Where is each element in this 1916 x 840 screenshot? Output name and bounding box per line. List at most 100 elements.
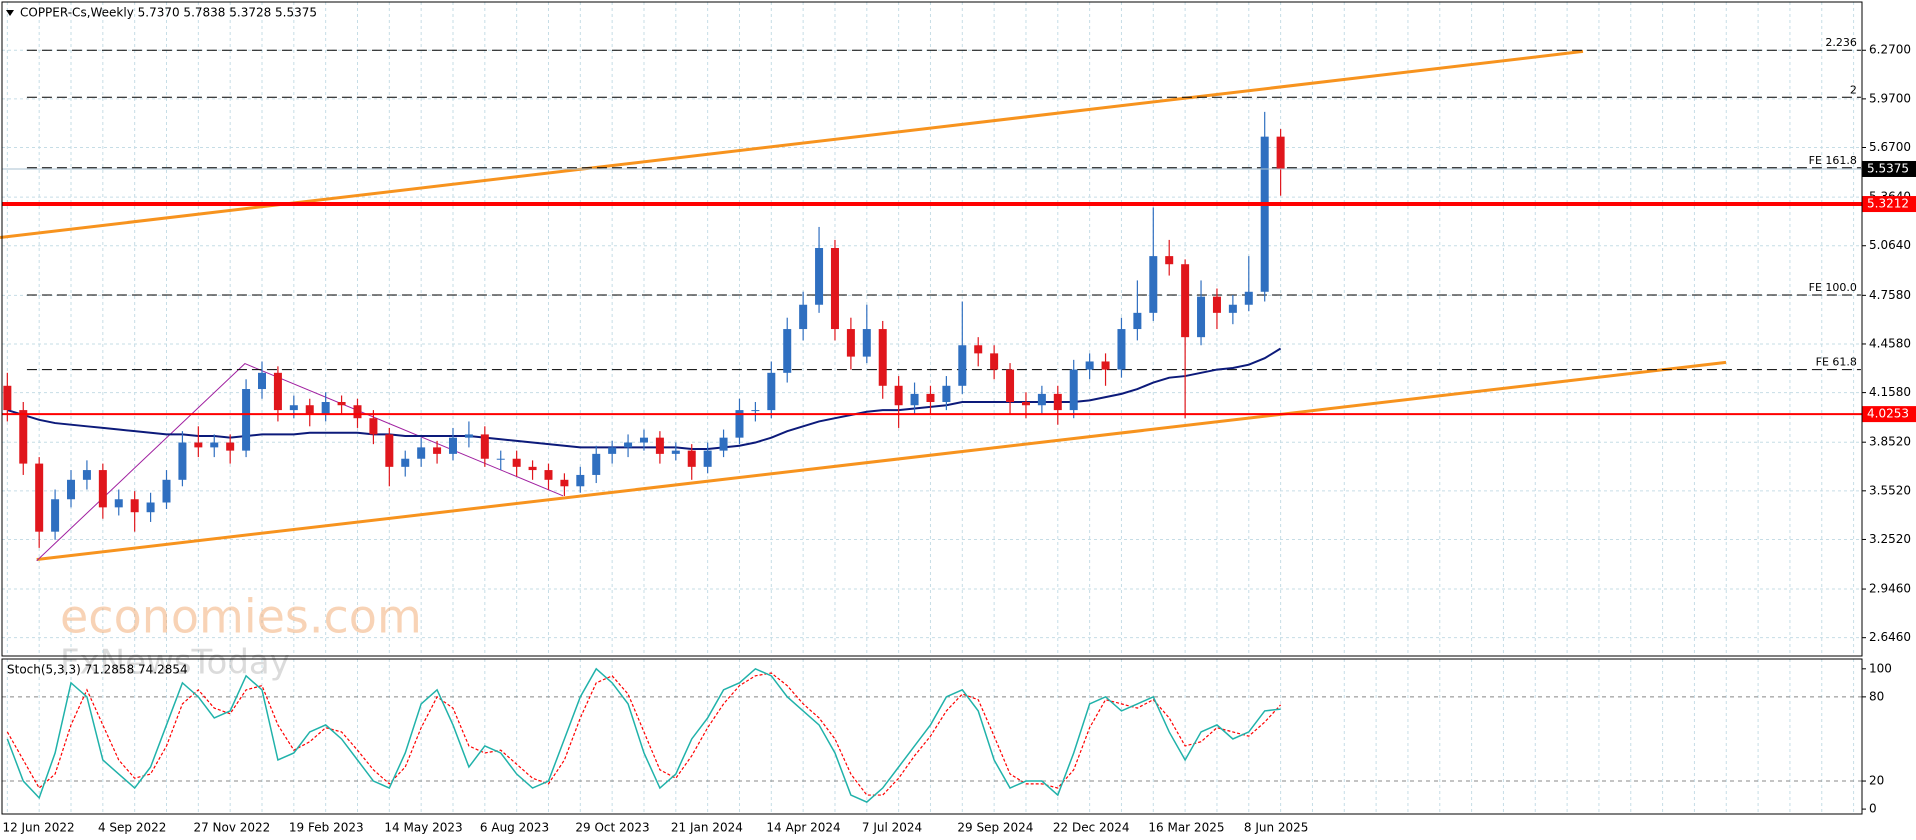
level-label: FE 61.8 (1816, 356, 1857, 369)
candle-body (544, 470, 553, 480)
candle-body (1069, 369, 1078, 411)
stoch-tick-label: 80 (1869, 689, 1884, 703)
level-label: FE 161.8 (1809, 154, 1857, 167)
candle-body (512, 458, 521, 467)
level-label: FE 100.0 (1809, 281, 1857, 294)
x-tick-label: 6 Aug 2023 (480, 821, 549, 835)
candle-body (1181, 264, 1190, 338)
candle-body (1212, 296, 1221, 313)
level-label: 2 (1850, 83, 1857, 96)
candle-body (1197, 296, 1206, 338)
candle-body (1101, 361, 1110, 370)
candle-body (448, 437, 457, 454)
y-tick-label: 4.7580 (1869, 288, 1911, 302)
candle-body (273, 372, 282, 411)
trend-line (0, 49, 1584, 239)
x-tick-label: 14 May 2023 (384, 821, 462, 835)
candle-body (242, 389, 251, 451)
stoch-tick-label: 20 (1869, 774, 1884, 788)
candle-body (480, 434, 489, 459)
x-tick-label: 16 Mar 2025 (1148, 821, 1224, 835)
candle-body (67, 479, 76, 500)
candle-body (799, 304, 808, 330)
candle-body (671, 450, 680, 454)
candle-body (385, 434, 394, 467)
y-tick-label: 3.8520 (1869, 435, 1911, 449)
candle-body (1117, 329, 1126, 370)
menu-icon (6, 10, 14, 16)
y-tick-label: 6.2700 (1869, 43, 1911, 57)
candle-body (894, 385, 903, 406)
candle-body (990, 353, 999, 370)
candle-body (528, 466, 537, 471)
y-tick-label: 3.5520 (1869, 483, 1911, 497)
x-tick-label: 12 Jun 2022 (2, 821, 74, 835)
candle-body (767, 372, 776, 411)
candle-body (958, 345, 967, 386)
y-tick-label: 5.6700 (1869, 140, 1911, 154)
stoch-signal (6, 672, 1282, 796)
candle-body (3, 385, 12, 411)
candle-body (1165, 256, 1174, 265)
candle-body (162, 479, 171, 503)
x-tick-label: 29 Sep 2024 (957, 821, 1033, 835)
x-tick-label: 8 Jun 2025 (1244, 821, 1309, 835)
y-tick-label: 2.6460 (1869, 630, 1911, 644)
candle-body (926, 393, 935, 402)
candle-body (146, 502, 155, 513)
y-tick-label: 2.9460 (1869, 582, 1911, 596)
candle-body (226, 442, 235, 451)
x-tick-label: 21 Jan 2024 (671, 821, 743, 835)
candle-body (815, 248, 824, 305)
candle-body (830, 248, 839, 330)
candle-body (655, 437, 664, 454)
grid (2, 2, 1862, 814)
x-tick-label: 7 Jul 2024 (862, 821, 922, 835)
candle-body (417, 447, 426, 459)
candle-body (942, 385, 951, 402)
last-price-box (1862, 160, 1916, 177)
candle-body (1006, 369, 1015, 402)
candle-body (433, 447, 442, 454)
price-label-box (1862, 406, 1916, 423)
plot: 6.27005.97005.67005.36405.06404.75804.45… (2, 36, 1916, 835)
candle-body (51, 499, 60, 532)
candle-body (703, 450, 712, 467)
candle-body (401, 458, 410, 467)
candle-body (751, 410, 760, 412)
trend-line (36, 360, 1727, 561)
x-tick-label: 14 Apr 2024 (766, 821, 840, 835)
y-tick-label: 4.1580 (1869, 385, 1911, 399)
candle-body (464, 434, 473, 438)
watermark: economies.com (60, 590, 422, 644)
x-tick-label: 4 Sep 2022 (98, 821, 166, 835)
candle-body (1276, 136, 1285, 169)
candle-body (321, 401, 330, 415)
candle-body (1085, 361, 1094, 370)
candle-body (305, 405, 314, 415)
price-label: 4.0253 (1867, 407, 1909, 421)
price-label-box (1862, 196, 1916, 213)
candle-body (783, 329, 792, 373)
candle-body (1260, 136, 1269, 292)
candle-body (82, 470, 91, 480)
candle-body (353, 405, 362, 419)
candle-body (576, 474, 585, 487)
x-tick-label: 27 Nov 2022 (193, 821, 270, 835)
candle-body (98, 470, 107, 508)
candle-body (624, 442, 633, 448)
candle-body (496, 458, 505, 460)
candle-body (608, 447, 617, 454)
y-tick-label: 4.4580 (1869, 336, 1911, 350)
candle-body (974, 345, 983, 354)
candle-body (1037, 393, 1046, 406)
stoch-main (6, 667, 1281, 803)
candle-body (1133, 312, 1142, 330)
candle-body (862, 329, 871, 357)
candle-body (910, 393, 919, 406)
candle-body (289, 405, 298, 411)
candle-body (19, 410, 28, 464)
candle-body (1149, 256, 1158, 313)
candle-body (1021, 401, 1030, 406)
candle-body (1228, 304, 1237, 313)
